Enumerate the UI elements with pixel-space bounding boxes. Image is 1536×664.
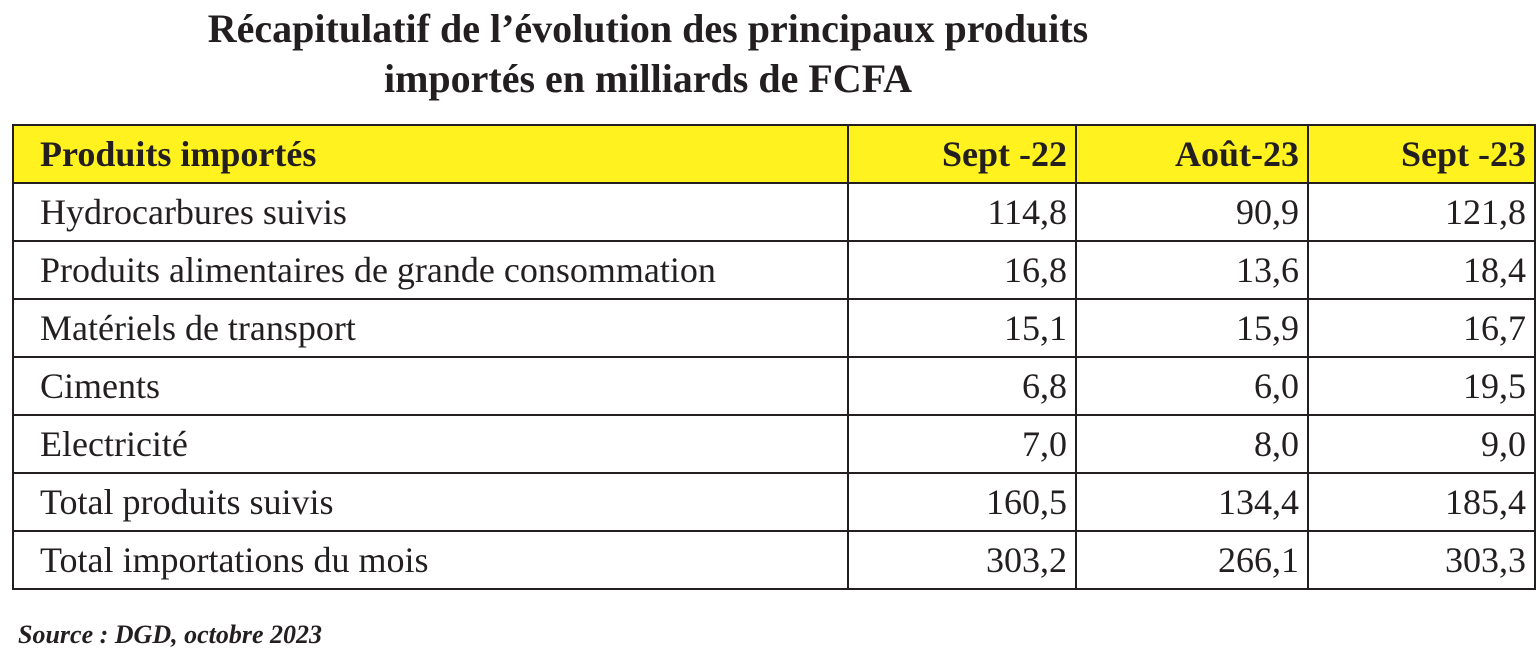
cell: 303,2	[847, 530, 1077, 590]
table-row: Produits alimentaires de grande consomma…	[12, 240, 1536, 300]
cell: 18,4	[1307, 240, 1536, 300]
row-label: Hydrocarbures suivis	[12, 182, 849, 242]
cell: 185,4	[1307, 472, 1536, 532]
cell: 134,4	[1075, 472, 1309, 532]
cell: 13,6	[1075, 240, 1309, 300]
cell: 16,7	[1307, 298, 1536, 358]
cell: 15,9	[1075, 298, 1309, 358]
cell: 15,1	[847, 298, 1077, 358]
cell: 121,8	[1307, 182, 1536, 242]
table-row: Ciments 6,8 6,0 19,5	[12, 356, 1536, 416]
cell: 8,0	[1075, 414, 1309, 474]
cell: 6,8	[847, 356, 1077, 416]
cell: 19,5	[1307, 356, 1536, 416]
row-label: Total produits suivis	[12, 472, 849, 532]
row-label: Produits alimentaires de grande consomma…	[12, 240, 849, 300]
column-header: Produits importés	[12, 124, 849, 184]
row-label: Matériels de transport	[12, 298, 849, 358]
cell: 6,0	[1075, 356, 1309, 416]
table-row: Total importations du mois 303,2 266,1 303,…	[12, 530, 1536, 590]
cell: 9,0	[1307, 414, 1536, 474]
row-label: Total importations du mois	[12, 530, 849, 590]
title: Récapitulatif de l’évolution des princip…	[0, 4, 1296, 104]
cell: 266,1	[1075, 530, 1309, 590]
title-line: importés en milliards de FCFA	[383, 56, 913, 101]
row-label: Ciments	[12, 356, 849, 416]
cell: 303,3	[1307, 530, 1536, 590]
table: Produits importés Sept -22 Août-23 Sept -23…	[12, 124, 1536, 590]
row-label: Electricité	[12, 414, 849, 474]
title-line: Récapitulatif de l’évolution des princip…	[207, 6, 1089, 51]
source: Source : DGD, octobre 2023	[18, 620, 323, 649]
cell: 160,5	[847, 472, 1077, 532]
table-row: Total produits suivis 160,5 134,4 185,4	[12, 472, 1536, 532]
cell: 114,8	[847, 182, 1077, 242]
table-row: Hydrocarbures suivis 114,8 90,9 121,8	[12, 182, 1536, 242]
column-header: Sept -23	[1307, 124, 1536, 184]
table-row: Matériels de transport 15,1 15,9 16,7	[12, 298, 1536, 358]
header-row: Produits importés Sept -22 Août-23 Sept -23	[12, 124, 1536, 184]
cell: 90,9	[1075, 182, 1309, 242]
cell: 16,8	[847, 240, 1077, 300]
table-row: Electricité 7,0 8,0 9,0	[12, 414, 1536, 474]
column-header: Août-23	[1075, 124, 1309, 184]
column-header: Sept -22	[847, 124, 1077, 184]
cell: 7,0	[847, 414, 1077, 474]
